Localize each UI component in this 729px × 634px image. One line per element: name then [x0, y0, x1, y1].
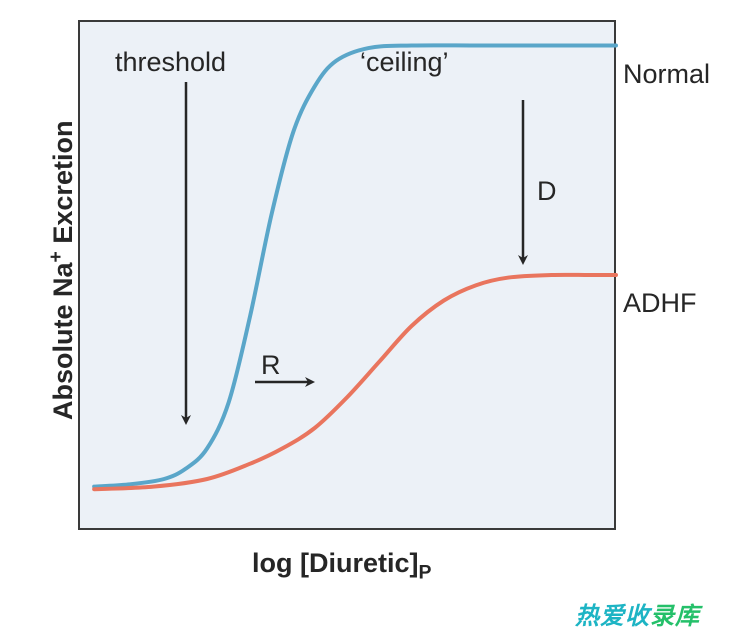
- y-axis-label: Absolute Na+ Excretion: [45, 121, 79, 420]
- plot-area: [78, 20, 616, 530]
- normal-series-label: Normal: [623, 59, 710, 90]
- ceiling-label: ‘ceiling’: [360, 47, 449, 78]
- threshold-label: threshold: [115, 47, 226, 78]
- figure-root: { "figure": { "type": "line", "canvas": …: [0, 0, 729, 634]
- watermark: 热爱收录库: [575, 596, 700, 631]
- adhf-series-label: ADHF: [623, 288, 697, 319]
- r-label: R: [261, 350, 281, 381]
- x-axis-label: log [Diuretic]P: [252, 548, 431, 584]
- d-label: D: [537, 176, 557, 207]
